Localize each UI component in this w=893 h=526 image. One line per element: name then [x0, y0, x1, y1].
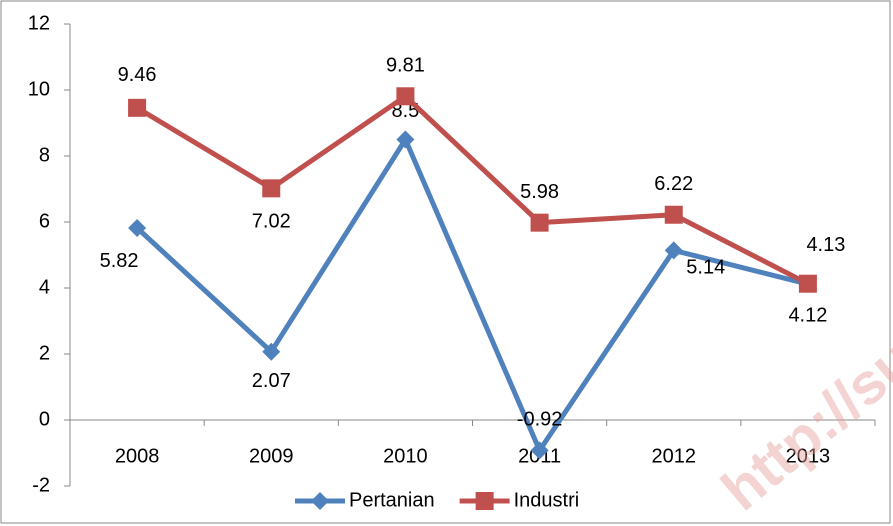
y-tick-label: 10: [28, 78, 50, 100]
series-line: [135, 93, 810, 286]
data-label: -0.92: [517, 409, 563, 431]
data-label: 6.22: [654, 173, 693, 195]
x-tick-label: 2009: [249, 445, 294, 467]
legend-label: Industri: [514, 489, 580, 511]
data-label: 2.07: [252, 370, 291, 392]
marker: [128, 98, 147, 117]
x-tick-label: 2010: [383, 445, 428, 467]
y-tick-label: 0: [39, 408, 50, 430]
x-tick-label: 2008: [115, 445, 160, 467]
x-tick-label: 2013: [786, 445, 831, 467]
data-label: 7.02: [252, 211, 291, 233]
legend-marker: [311, 492, 329, 510]
series-line: [135, 137, 809, 453]
data-label: 9.81: [386, 55, 425, 77]
data-label: 5.82: [100, 250, 139, 272]
legend-marker: [475, 492, 494, 510]
x-tick-label: 2012: [652, 445, 697, 467]
marker: [262, 342, 281, 361]
legend-label: Pertanian: [349, 489, 435, 511]
data-label: 5.14: [686, 257, 725, 279]
marker: [530, 441, 549, 460]
marker: [396, 87, 415, 106]
marker: [798, 274, 817, 293]
y-tick-label: 2: [39, 342, 50, 364]
y-tick-label: 8: [39, 144, 50, 166]
marker: [664, 205, 683, 224]
y-tick-label: 6: [39, 210, 50, 232]
data-label: 9.46: [118, 64, 157, 86]
marker: [128, 218, 147, 237]
marker: [530, 213, 549, 232]
marker: [262, 179, 281, 198]
marker: [396, 130, 415, 149]
data-label: 5.98: [520, 181, 559, 203]
y-tick-label: 4: [39, 276, 50, 298]
marker: [664, 241, 683, 260]
y-tick-label: 12: [28, 12, 50, 34]
y-tick-label: -2: [32, 474, 50, 496]
data-label: 4.12: [788, 304, 827, 326]
data-label: 4.13: [806, 234, 845, 256]
